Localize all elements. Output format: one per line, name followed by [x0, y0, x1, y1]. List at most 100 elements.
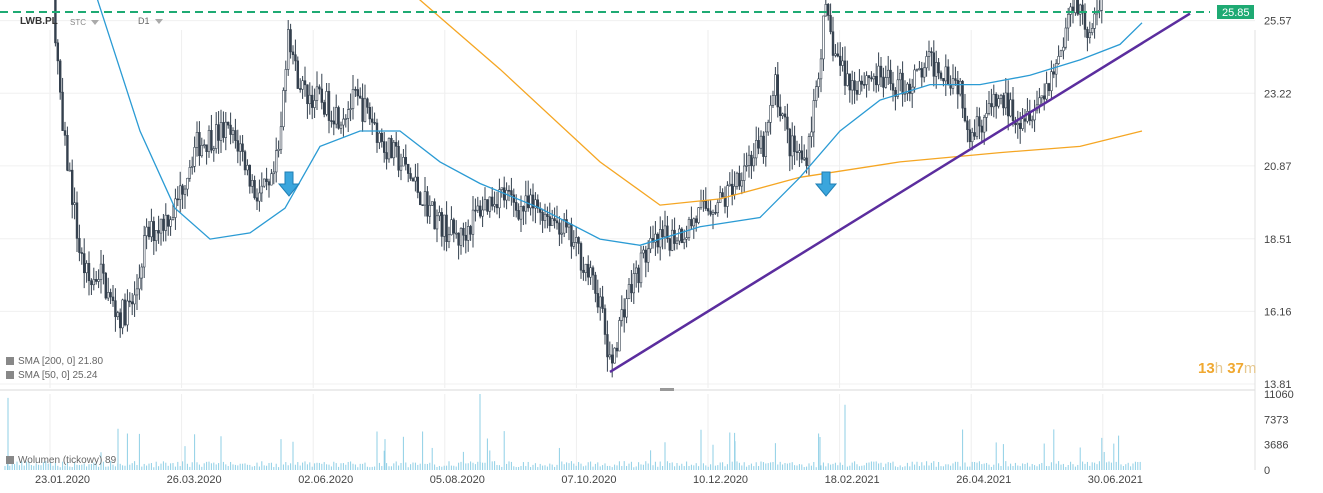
candle-body: [207, 129, 211, 152]
candle-body: [519, 206, 523, 220]
candle-body: [608, 354, 612, 358]
candle-body: [442, 214, 446, 237]
candle-body: [85, 263, 88, 274]
candle-body: [498, 189, 501, 209]
candle-body: [586, 263, 590, 278]
candle-body: [368, 106, 371, 120]
candle-body: [620, 309, 624, 321]
timeframe-dropdown-icon[interactable]: [154, 19, 163, 25]
candle-body: [963, 107, 967, 122]
candle-body: [759, 135, 763, 149]
volume-legend[interactable]: Wolumen (tickowy) 89: [6, 455, 116, 466]
candle-body: [387, 137, 391, 160]
x-tick-label: 02.06.2020: [298, 474, 353, 486]
candle-body: [119, 312, 122, 329]
candle-body: [903, 92, 907, 95]
candle-body: [313, 100, 316, 108]
candle-body: [135, 288, 139, 296]
candle-body: [342, 118, 345, 126]
candle-body: [1023, 118, 1027, 122]
candle-body: [426, 191, 429, 217]
candle-body: [901, 72, 904, 95]
candle-body: [392, 142, 395, 159]
sma50-legend[interactable]: SMA [50, 0] 25.24: [6, 370, 98, 381]
candle-body: [107, 292, 110, 299]
candle-body: [251, 180, 254, 187]
legend-square-icon: [6, 371, 14, 380]
source-label[interactable]: STC: [70, 18, 99, 27]
candle-body: [939, 72, 943, 79]
candle-body: [61, 91, 64, 131]
candle-body: [918, 68, 921, 70]
candle-body: [344, 118, 347, 120]
candle-body: [1006, 92, 1010, 117]
candle-body: [915, 69, 919, 71]
candle-body: [325, 91, 328, 115]
candle-body: [529, 194, 532, 209]
candle-body: [332, 120, 335, 125]
candle-body: [215, 124, 218, 149]
candle-body: [179, 185, 182, 200]
candle-body: [954, 78, 957, 81]
candle-body: [906, 83, 909, 94]
pane-resize-handle: [660, 388, 674, 391]
candle-body: [781, 113, 784, 117]
candle-body: [886, 69, 890, 78]
symbol-label[interactable]: LWB.PL: [20, 16, 58, 27]
candle-body: [558, 222, 561, 235]
candle-body: [1086, 29, 1089, 39]
candle-body: [406, 163, 410, 174]
candle-body: [795, 151, 799, 153]
candle-body: [682, 238, 686, 243]
candle-body: [1040, 95, 1044, 99]
candle-body: [126, 300, 129, 326]
candle-body: [990, 103, 993, 108]
candle-body: [740, 180, 744, 187]
candle-body: [512, 194, 516, 203]
candle-body: [493, 204, 496, 207]
candle-body: [790, 135, 794, 157]
candle-body: [846, 73, 849, 86]
candle-body: [66, 135, 69, 171]
candle-body: [838, 55, 842, 66]
candle-body: [349, 108, 352, 110]
candle-body: [829, 15, 832, 33]
candle-body: [582, 269, 585, 273]
candle-body: [78, 238, 81, 253]
candle-body: [200, 145, 203, 157]
candle-body: [186, 177, 189, 190]
candle-body: [459, 227, 463, 246]
timeframe-text: D1: [138, 16, 150, 26]
candle-body: [884, 77, 888, 88]
candle-body: [687, 219, 691, 238]
timeframe-label[interactable]: D1: [138, 16, 163, 26]
candle-body: [128, 300, 131, 303]
sma200-legend[interactable]: SMA [200, 0] 21.80: [6, 356, 103, 367]
down-arrow-icon: [277, 171, 301, 197]
candle-body: [334, 107, 338, 125]
y-tick-label: 23.22: [1264, 88, 1292, 100]
candle-body: [997, 98, 1000, 107]
candle-body: [548, 216, 552, 226]
candle-body: [152, 221, 155, 242]
candle-body: [1031, 119, 1034, 122]
candle-body: [973, 132, 976, 137]
candle-body: [524, 195, 528, 212]
candle-body: [56, 42, 60, 62]
candle-body: [927, 51, 931, 57]
candle-body: [613, 347, 616, 364]
candle-body: [191, 166, 194, 168]
candle-body: [447, 234, 451, 242]
candle-body: [668, 238, 672, 251]
candle-body: [673, 229, 676, 244]
source-dropdown-icon[interactable]: [91, 20, 99, 26]
candle-body: [858, 80, 861, 95]
sma200-legend-text: SMA [200, 0] 21.80: [18, 356, 104, 367]
candle-body: [121, 299, 124, 329]
candle-body: [375, 122, 379, 143]
sma50-line: [96, 0, 1143, 246]
candle-body: [531, 194, 535, 209]
volume-tick-label: 7373: [1264, 414, 1288, 426]
candle-body: [625, 298, 628, 318]
